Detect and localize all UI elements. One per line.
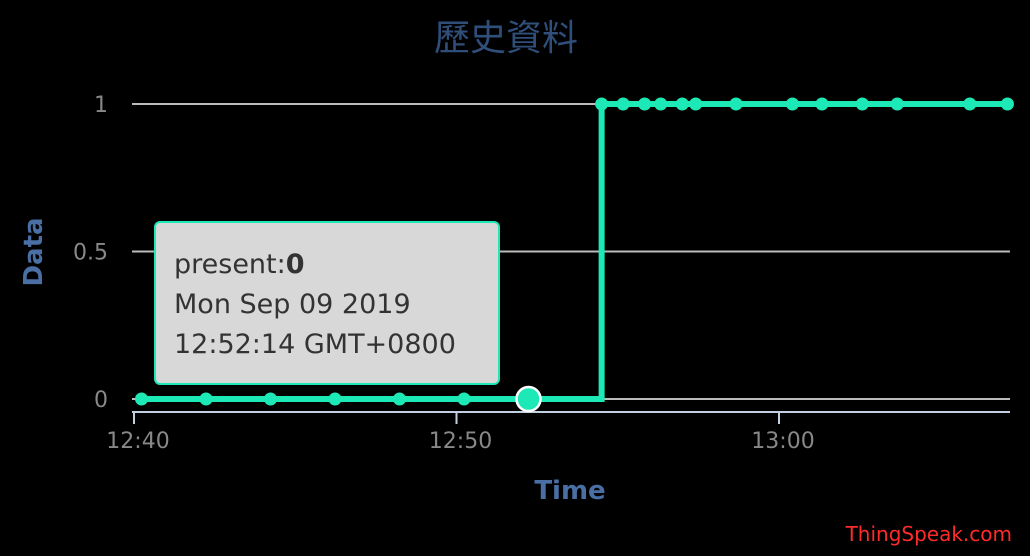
data-point xyxy=(328,392,342,406)
data-point xyxy=(264,392,278,406)
tooltip-series-line: present:0 xyxy=(174,245,498,285)
series-points xyxy=(135,97,1014,413)
chart-title: 歷史資料 xyxy=(434,18,578,59)
y-tick-label: 1 xyxy=(94,93,108,118)
data-point xyxy=(963,97,977,111)
data-point xyxy=(457,392,471,406)
x-axis-title: Time xyxy=(534,476,605,506)
y-axis-ticks: 00.51 xyxy=(73,93,108,413)
data-point-highlighted xyxy=(515,385,542,413)
tooltip-value: 0 xyxy=(285,249,305,280)
data-point xyxy=(855,97,869,111)
data-point xyxy=(654,97,668,111)
x-tick-label: 13:00 xyxy=(751,429,814,454)
data-point xyxy=(1000,97,1014,111)
tooltip-time: 12:52:14 GMT+0800 xyxy=(174,329,456,360)
data-point xyxy=(393,392,407,406)
data-point xyxy=(638,97,652,111)
data-point xyxy=(675,97,689,111)
data-point xyxy=(616,97,630,111)
tooltip-series-label: present: xyxy=(174,249,286,280)
data-point xyxy=(135,392,149,406)
x-axis: 12:40 12:50 13:00 xyxy=(106,411,1010,454)
x-tick-label: 12:50 xyxy=(429,429,492,454)
y-axis-title: Data xyxy=(19,217,49,286)
data-point xyxy=(815,97,829,111)
tooltip-date: Mon Sep 09 2019 xyxy=(174,289,411,320)
data-point xyxy=(199,392,213,406)
data-point xyxy=(890,97,904,111)
data-point xyxy=(595,97,609,111)
data-tooltip: present:0 Mon Sep 09 2019 12:52:14 GMT+0… xyxy=(154,221,500,385)
x-tick-label: 12:40 xyxy=(106,429,169,454)
y-tick-label: 0 xyxy=(94,388,108,413)
y-tick-label: 0.5 xyxy=(73,241,108,266)
data-point xyxy=(785,97,799,111)
data-point xyxy=(689,97,703,111)
data-point xyxy=(729,97,743,111)
thingspeak-credit-link[interactable]: ThingSpeak.com xyxy=(845,522,1012,546)
